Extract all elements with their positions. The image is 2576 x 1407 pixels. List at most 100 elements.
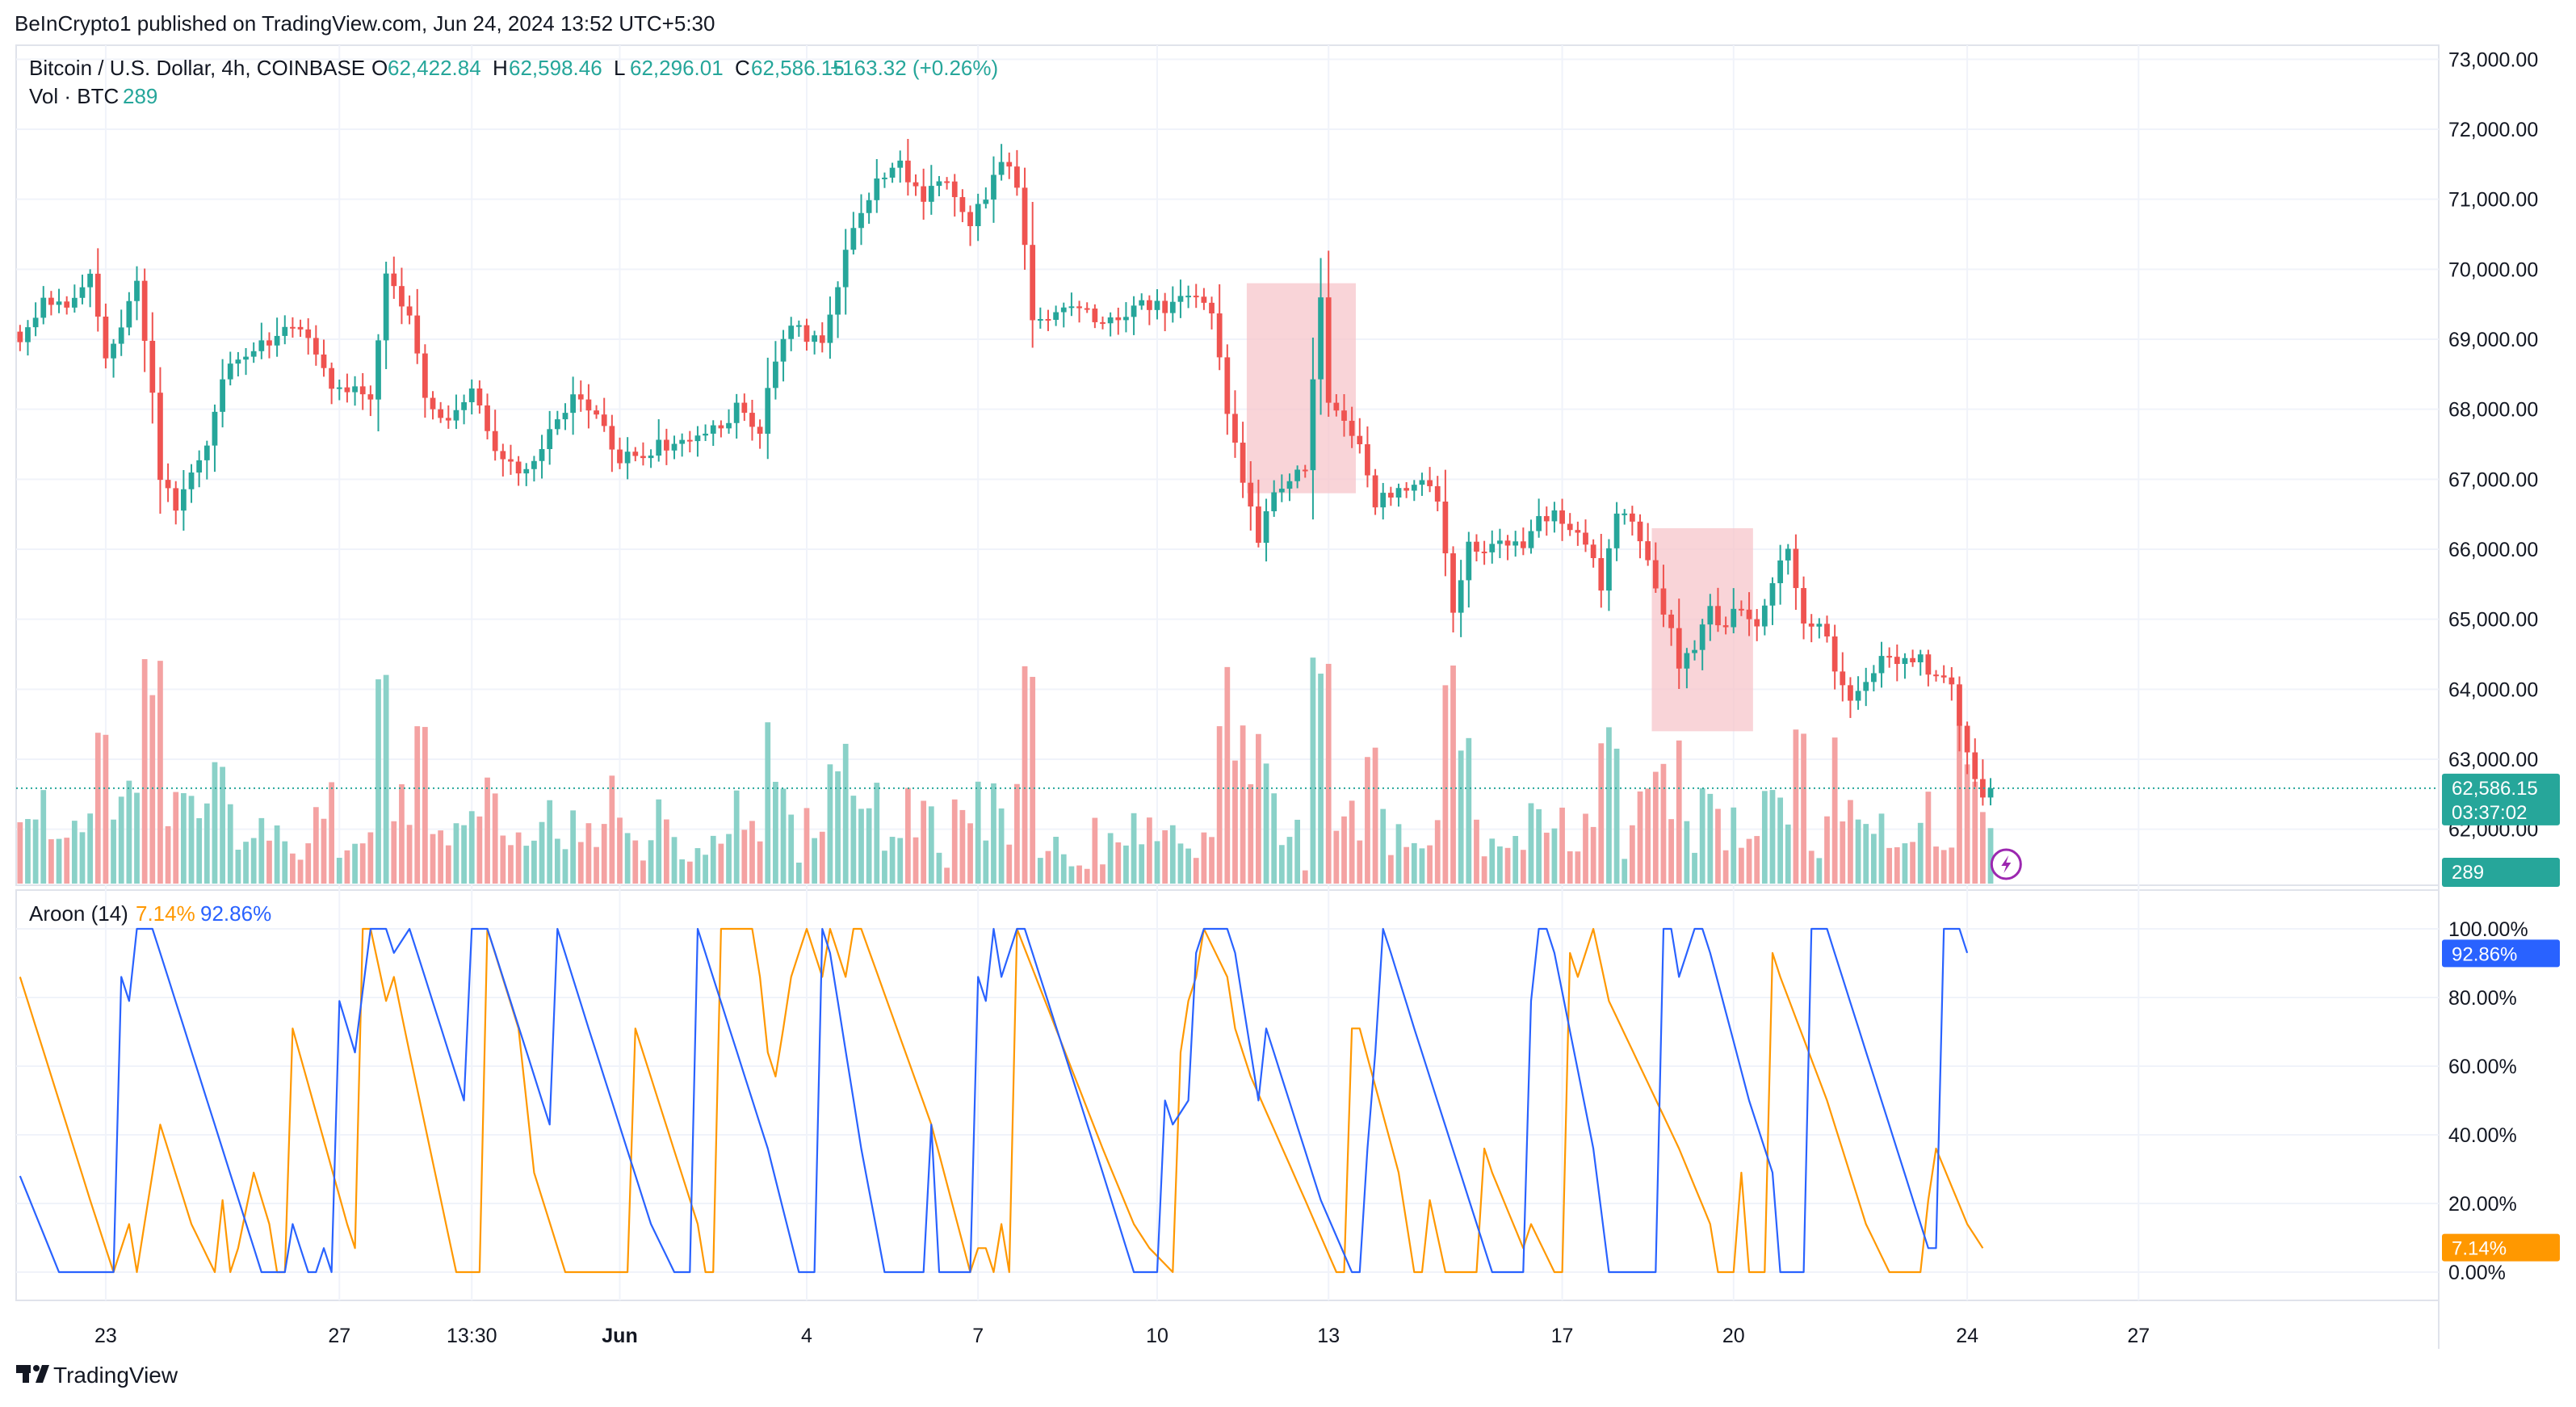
candle-body [1504,540,1511,546]
volume-bar [1185,848,1191,884]
candle-body [391,273,397,287]
candle-body [601,414,607,426]
candle-body [188,472,195,489]
candle-body [812,335,818,342]
volume-bar [1030,677,1036,884]
candle-body [671,443,678,451]
candle-body [539,448,545,461]
price-tick-label: 71,000.00 [2448,189,2538,212]
candle-body [321,354,327,368]
candle-body [998,162,1005,175]
volume-bar [663,819,669,884]
volume-bar [1769,790,1776,884]
candle-body [718,425,724,429]
candle-body [430,397,436,410]
volume-bar [1754,836,1760,884]
ohlc-key-o: O [371,56,388,80]
volume-bar [1403,846,1410,884]
candle-body [1652,560,1659,589]
candle-body [975,204,981,226]
volume-bar [671,837,678,884]
candle-body [126,300,132,328]
time-tick-label: 27 [2127,1325,2150,1347]
volume-bar [180,793,187,884]
candle-body [453,410,459,421]
candle-body [32,317,39,328]
price-tick-label: 72,000.00 [2448,119,2538,141]
volume-bar [812,838,818,884]
volume-bar [1512,836,1519,884]
candle-body [203,445,210,460]
last-price-badge-text: 62,586.15 [2452,778,2538,800]
volume-bar [1878,813,1885,884]
candle-body [1169,301,1176,313]
volume-bar [1746,838,1752,884]
candle-body [1489,544,1496,552]
volume-bar [904,788,911,884]
volume-bar [32,819,39,884]
candle-body [1286,481,1293,489]
price-tick-label: 67,000.00 [2448,468,2538,491]
candle-body [1722,625,1729,628]
volume-bar [757,841,763,884]
volume-bar [686,861,693,884]
candle-body [1645,541,1651,561]
volume-bar [585,823,592,884]
volume-bar [562,849,568,884]
candle-body [1840,671,1846,686]
candle-body [1185,296,1191,298]
candle-body [157,393,163,481]
tradingview-logo[interactable]: TradingView [16,1363,178,1388]
candle-body [508,459,514,462]
volume-bar [406,825,413,884]
volume-bar [944,867,950,884]
volume-bar [967,823,973,884]
volume-bar [1949,847,1955,884]
candle-body [1684,653,1690,669]
volume-bar [1870,834,1877,884]
candle-body [1855,691,1861,701]
candle-body [765,388,771,435]
volume-bar [329,782,335,884]
volume-bar [25,819,31,884]
volume-bar [1022,666,1028,884]
candle-body [1395,488,1402,498]
volume-bar [1006,844,1013,884]
candle-body [1848,685,1853,701]
volume-bar [1395,824,1402,884]
volume-bar [850,796,857,884]
volume-bar [500,835,506,884]
candle-body [889,167,896,178]
candle-body [1987,788,1994,798]
volume-bar [344,850,350,884]
candle-body [1294,469,1301,481]
candle-body [1107,317,1114,324]
volume-bar [1801,733,1806,884]
volume-bar [367,832,374,884]
volume-value: 289 [123,84,157,108]
volume-bar [1504,847,1511,884]
volume-bar [1411,842,1417,884]
candle-body [1139,300,1145,306]
candle-body [795,325,802,327]
volume-bar [1660,763,1667,884]
candle-body [936,181,942,187]
volume-bar [1731,807,1737,884]
candle-body [422,353,428,398]
candle-body [835,287,841,315]
candle-body [1224,357,1231,414]
candle-body [1333,402,1340,411]
candle-body [648,456,654,459]
candle-body [632,452,639,456]
volume-bar [391,821,397,884]
candle-body [842,250,849,288]
volume-bar [1045,850,1051,884]
ohlc-value-h: 62,598.46 [509,56,602,80]
candle-body [983,200,989,204]
volume-bar [1848,800,1853,884]
axes: 73,000.00 72,000.00 71,000.00 70,000.00 69,0… [94,48,2538,1347]
volume-bar [461,825,467,884]
candle-body [1902,657,1908,665]
price-tick-label: 73,000.00 [2448,48,2538,71]
candle-body [1278,489,1285,493]
